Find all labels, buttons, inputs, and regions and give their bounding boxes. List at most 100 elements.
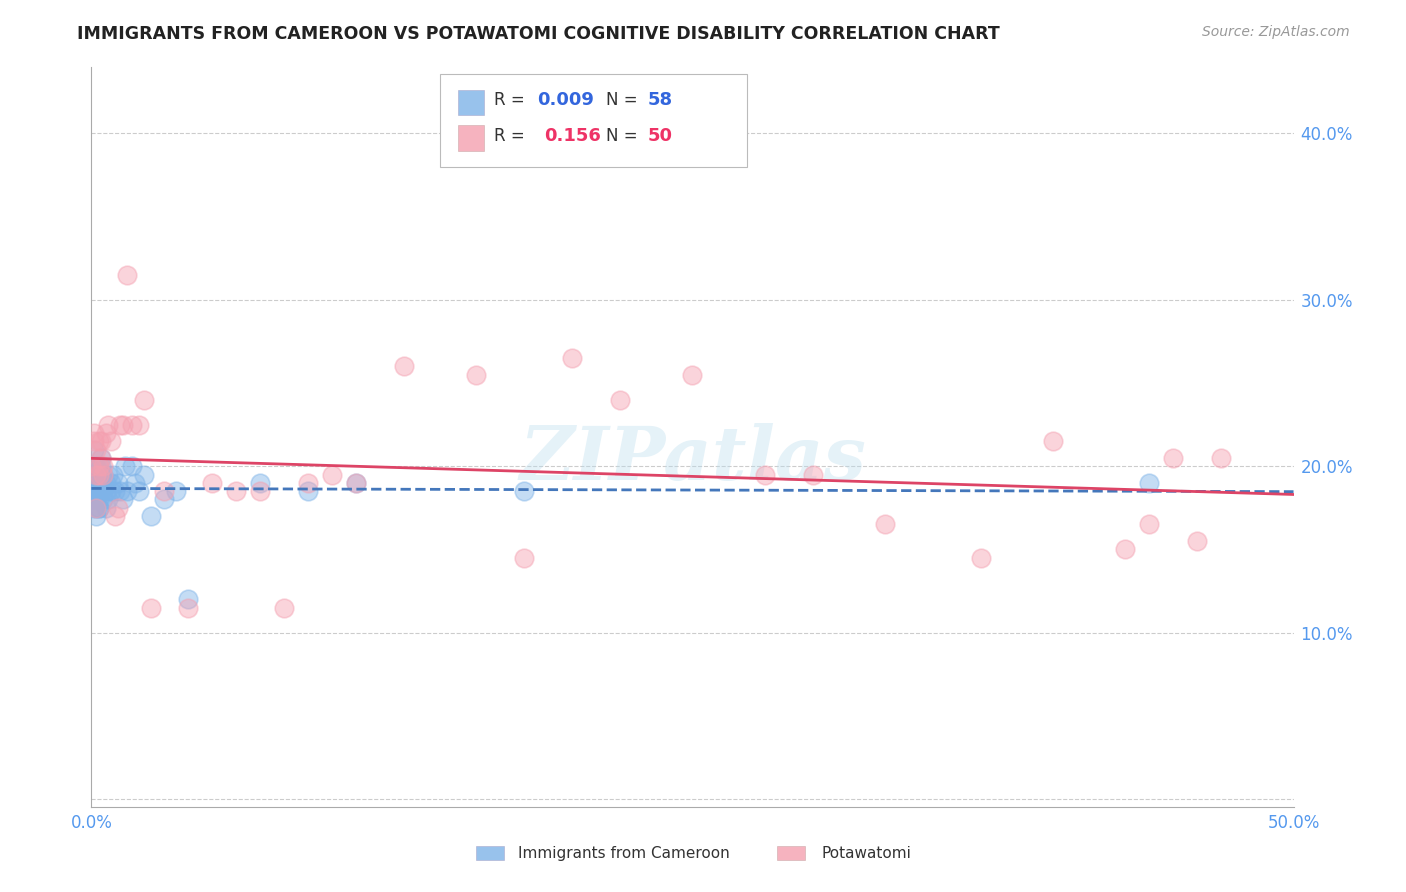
Point xyxy=(465,368,488,382)
Point xyxy=(87,492,110,507)
Point xyxy=(107,500,129,515)
Point xyxy=(80,467,103,482)
Point xyxy=(93,459,115,474)
Point xyxy=(101,467,124,482)
Point xyxy=(249,475,271,490)
Text: 0.009: 0.009 xyxy=(537,91,595,109)
Point xyxy=(111,492,134,507)
Point xyxy=(152,492,174,507)
Point xyxy=(83,492,105,507)
Point xyxy=(117,484,139,499)
Point xyxy=(84,467,107,482)
Point xyxy=(561,351,583,365)
Point xyxy=(609,392,631,407)
Point xyxy=(134,467,156,482)
Point xyxy=(87,484,110,499)
Point xyxy=(83,425,105,440)
Point xyxy=(97,492,120,507)
FancyBboxPatch shape xyxy=(440,74,747,167)
Point xyxy=(94,484,117,499)
Point xyxy=(141,600,163,615)
Point xyxy=(83,434,105,449)
Point xyxy=(83,484,105,499)
Point xyxy=(83,500,105,515)
Point xyxy=(90,459,112,474)
Point xyxy=(84,500,107,515)
Point xyxy=(100,484,122,499)
Text: R =: R = xyxy=(494,91,530,109)
Point xyxy=(97,467,120,482)
Point xyxy=(801,467,824,482)
Point xyxy=(84,442,107,457)
Point xyxy=(84,467,107,482)
Point xyxy=(225,484,247,499)
FancyBboxPatch shape xyxy=(477,847,505,860)
Text: N =: N = xyxy=(606,91,643,109)
Point xyxy=(94,475,117,490)
Point xyxy=(110,417,132,432)
Text: IMMIGRANTS FROM CAMEROON VS POTAWATOMI COGNITIVE DISABILITY CORRELATION CHART: IMMIGRANTS FROM CAMEROON VS POTAWATOMI C… xyxy=(77,25,1000,43)
Point xyxy=(1187,534,1209,549)
Point xyxy=(80,475,103,490)
Point xyxy=(100,434,122,449)
Point xyxy=(141,509,163,524)
Point xyxy=(87,459,110,474)
Point xyxy=(90,467,112,482)
Point xyxy=(121,417,143,432)
Point xyxy=(84,509,107,524)
FancyBboxPatch shape xyxy=(458,90,485,115)
FancyBboxPatch shape xyxy=(776,847,804,860)
Point xyxy=(84,492,107,507)
Point xyxy=(1114,542,1136,557)
Point xyxy=(297,475,319,490)
Text: 50: 50 xyxy=(648,127,673,145)
Point xyxy=(93,467,115,482)
Point xyxy=(297,484,319,499)
Text: Immigrants from Cameroon: Immigrants from Cameroon xyxy=(519,846,730,861)
Point xyxy=(90,450,112,465)
Text: Source: ZipAtlas.com: Source: ZipAtlas.com xyxy=(1202,25,1350,39)
Point xyxy=(94,425,117,440)
Point xyxy=(83,442,105,457)
Point xyxy=(321,467,343,482)
Point xyxy=(134,392,156,407)
Point xyxy=(84,484,107,499)
Text: Potawatomi: Potawatomi xyxy=(821,846,911,861)
Point xyxy=(165,484,187,499)
Point xyxy=(111,417,134,432)
FancyBboxPatch shape xyxy=(458,126,485,151)
Point xyxy=(84,500,107,515)
Point xyxy=(513,484,536,499)
Point xyxy=(344,475,367,490)
Point xyxy=(90,484,112,499)
Text: ZIPatlas: ZIPatlas xyxy=(519,423,866,496)
Point xyxy=(90,475,112,490)
Point xyxy=(90,434,112,449)
Point xyxy=(87,500,110,515)
Text: R =: R = xyxy=(494,127,536,145)
Point xyxy=(87,467,110,482)
Point xyxy=(128,484,150,499)
Point xyxy=(873,517,896,532)
Point xyxy=(87,467,110,482)
Point xyxy=(273,600,295,615)
Point xyxy=(100,475,122,490)
Point xyxy=(97,417,120,432)
Point xyxy=(93,484,115,499)
Point xyxy=(152,484,174,499)
Point xyxy=(84,459,107,474)
Point xyxy=(80,459,103,474)
Point xyxy=(128,417,150,432)
Text: N =: N = xyxy=(606,127,643,145)
Point xyxy=(176,600,198,615)
Point xyxy=(249,484,271,499)
Point xyxy=(104,484,127,499)
Point xyxy=(104,509,127,524)
Text: 0.156: 0.156 xyxy=(544,127,602,145)
Point xyxy=(117,268,139,282)
Point xyxy=(754,467,776,482)
Point xyxy=(87,475,110,490)
Point xyxy=(1137,517,1160,532)
Point xyxy=(1042,434,1064,449)
Y-axis label: Cognitive Disability: Cognitive Disability xyxy=(0,363,7,511)
